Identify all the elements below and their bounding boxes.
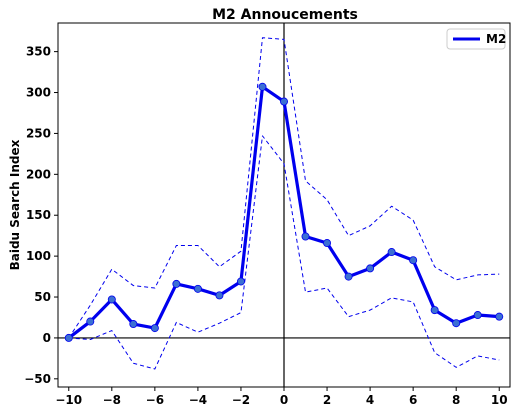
data-point bbox=[387, 248, 396, 257]
y-tick-label: 350 bbox=[26, 45, 51, 59]
y-axis: −50 0 50 100 150 200 250 300 350 bbox=[24, 45, 58, 386]
series-layer bbox=[64, 37, 504, 370]
x-tick-label: 4 bbox=[366, 393, 374, 404]
x-axis: −10 −8 −6 −4 −2 0 2 4 6 8 10 bbox=[55, 387, 508, 404]
y-tick-label: 200 bbox=[26, 167, 51, 181]
data-point bbox=[215, 291, 224, 300]
reference-lines bbox=[58, 23, 510, 387]
legend-label-m2: M2 bbox=[486, 32, 506, 46]
data-point bbox=[236, 277, 245, 286]
data-point bbox=[323, 239, 332, 248]
x-tick-label: −8 bbox=[103, 393, 121, 404]
series-line-upper-band bbox=[68, 37, 500, 339]
data-point bbox=[129, 320, 138, 329]
y-tick-label: 300 bbox=[26, 86, 51, 100]
data-point bbox=[107, 295, 116, 304]
data-point bbox=[64, 333, 73, 342]
x-tick-label: −10 bbox=[55, 393, 82, 404]
data-point bbox=[452, 319, 461, 328]
chart-title: M2 Annoucements bbox=[212, 7, 358, 23]
x-tick-label: 10 bbox=[491, 393, 508, 404]
y-tick-label: 50 bbox=[34, 290, 51, 304]
data-point bbox=[172, 279, 181, 288]
data-point bbox=[473, 311, 482, 320]
data-point bbox=[366, 264, 375, 273]
x-tick-label: −6 bbox=[146, 393, 164, 404]
data-point bbox=[430, 306, 439, 315]
data-point bbox=[344, 272, 353, 281]
data-point bbox=[409, 256, 418, 265]
data-point bbox=[86, 317, 95, 326]
y-tick-label: 100 bbox=[26, 249, 51, 263]
x-tick-label: −2 bbox=[232, 393, 250, 404]
legend: M2 bbox=[446, 28, 506, 50]
data-point bbox=[193, 284, 202, 293]
x-tick-label: 6 bbox=[409, 393, 417, 404]
series-line-lower-band bbox=[68, 135, 500, 370]
y-tick-label: 0 bbox=[43, 331, 51, 345]
data-point bbox=[279, 97, 288, 106]
data-point bbox=[495, 312, 504, 321]
data-point bbox=[301, 232, 310, 241]
y-tick-label: 150 bbox=[26, 208, 51, 222]
x-tick-label: −4 bbox=[189, 393, 207, 404]
data-point bbox=[258, 82, 267, 91]
y-axis-label: Baidu Search Index bbox=[8, 139, 22, 270]
x-tick-label: 2 bbox=[323, 393, 331, 404]
x-tick-label: 8 bbox=[452, 393, 460, 404]
y-tick-label: 250 bbox=[26, 126, 51, 140]
y-tick-label: −50 bbox=[24, 372, 51, 386]
data-point bbox=[150, 324, 159, 333]
x-tick-label: 0 bbox=[280, 393, 288, 404]
